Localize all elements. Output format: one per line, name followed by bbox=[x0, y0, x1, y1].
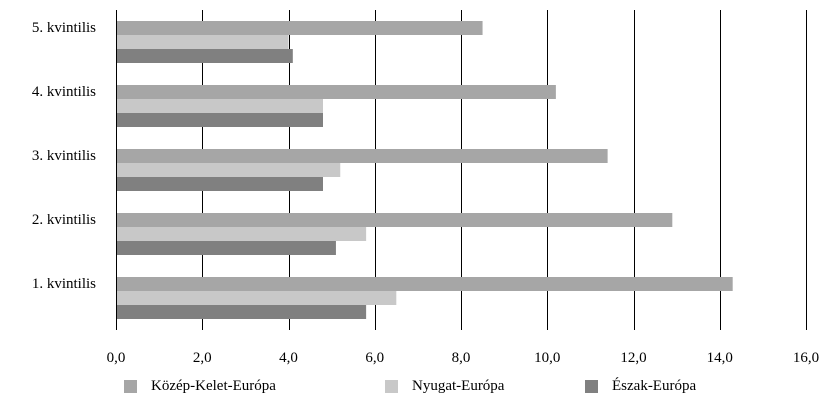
x-tick-label: 12,0 bbox=[620, 350, 646, 366]
x-tick-label: 2,0 bbox=[193, 350, 212, 366]
bar-kozep-kelet-europa bbox=[117, 277, 733, 291]
grid-lines bbox=[116, 10, 807, 330]
bar-eszak-europa bbox=[117, 241, 336, 255]
bar-nyugat-europa bbox=[117, 35, 289, 49]
bar-eszak-europa bbox=[117, 113, 323, 127]
x-tick-label: 4,0 bbox=[279, 350, 298, 366]
y-tick-label: 5. kvintilis bbox=[32, 20, 96, 36]
legend-swatch bbox=[585, 380, 598, 393]
bar-eszak-europa bbox=[117, 305, 367, 319]
bar-kozep-kelet-europa bbox=[117, 213, 673, 227]
legend-item-eszak-europa: Észak-Európa bbox=[585, 378, 696, 395]
x-tick-label: 10,0 bbox=[534, 350, 560, 366]
legend-label: Közép-Kelet-Európa bbox=[151, 378, 276, 394]
x-tick-label: 14,0 bbox=[707, 350, 733, 366]
y-tick-label: 3. kvintilis bbox=[32, 148, 96, 164]
legend-label: Nyugat-Európa bbox=[412, 378, 505, 394]
y-tick-label: 2. kvintilis bbox=[32, 212, 96, 228]
legend-item-nyugat-europa: Nyugat-Európa bbox=[385, 378, 504, 395]
bar-nyugat-europa bbox=[117, 227, 367, 241]
y-tick-label: 4. kvintilis bbox=[32, 84, 96, 100]
bars bbox=[117, 21, 733, 319]
legend-label: Észak-Európa bbox=[612, 378, 697, 394]
y-tick-labels: 1. kvintilis 2. kvintilis 3. kvintilis 4. k… bbox=[32, 20, 96, 292]
x-tick-label: 0,0 bbox=[107, 350, 126, 366]
x-tick-label: 16,0 bbox=[793, 350, 819, 366]
x-tick-labels: 0,0 2,0 4,0 6,0 8,0 10,0 12,0 14,0 16,0 bbox=[107, 350, 820, 366]
bar-eszak-europa bbox=[117, 49, 293, 63]
x-tick-label: 6,0 bbox=[365, 350, 384, 366]
bar-kozep-kelet-europa bbox=[117, 21, 483, 35]
bar-nyugat-europa bbox=[117, 99, 323, 113]
legend-item-kozep-kelet-europa: Közép-Kelet-Európa bbox=[124, 378, 276, 395]
bar-kozep-kelet-europa bbox=[117, 149, 608, 163]
bar-nyugat-europa bbox=[117, 291, 397, 305]
y-tick-label: 1. kvintilis bbox=[32, 276, 96, 292]
bar-nyugat-europa bbox=[117, 163, 341, 177]
x-tick-label: 8,0 bbox=[452, 350, 471, 366]
bar-kozep-kelet-europa bbox=[117, 85, 556, 99]
legend: Közép-Kelet-Európa Nyugat-Európa Észak-Eur… bbox=[0, 378, 826, 404]
legend-swatch bbox=[385, 380, 398, 393]
bar-eszak-europa bbox=[117, 177, 323, 191]
legend-swatch bbox=[124, 380, 137, 393]
